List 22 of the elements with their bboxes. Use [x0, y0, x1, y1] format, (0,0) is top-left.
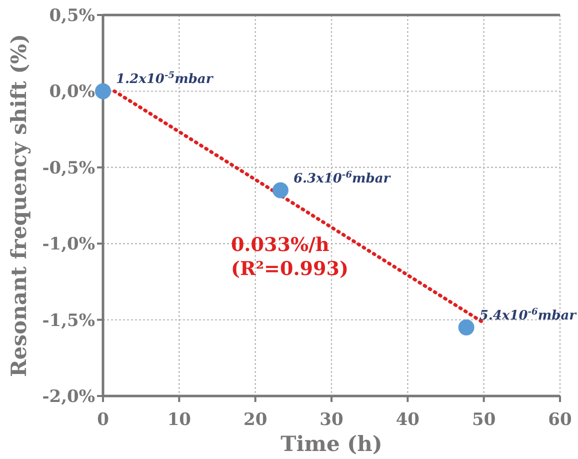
point	[272, 182, 288, 198]
point	[95, 83, 111, 100]
annotation: 6.3x10$^{-6}$mbar	[293, 168, 392, 186]
y-tick-label: -0,5%	[42, 158, 95, 178]
annotation: 1.2x10$^{-5}$mbar	[116, 70, 214, 88]
y-tick-label: -1,5%	[42, 310, 95, 331]
y-tick-label: 0,0%	[49, 82, 95, 102]
x-tick-label: 40	[396, 410, 420, 430]
y-tick-label: -1,0%	[42, 234, 95, 255]
x-tick-label: 60	[548, 410, 572, 430]
y-tick-label: -2,0%	[42, 386, 95, 407]
x-axis-title: Time (h)	[280, 431, 382, 456]
annotation: 0.033%/h (R²=0.993)	[230, 234, 348, 280]
x-tick-label: 0	[97, 410, 110, 430]
x-tick-label: 30	[320, 410, 344, 430]
x-tick-label: 20	[243, 410, 268, 430]
y-axis-title: Resonant frequency shift (%)	[6, 34, 31, 378]
x-tick-label: 10	[167, 410, 192, 430]
y-tick-label: 0,5%	[49, 6, 95, 26]
annotation: 5.4x10$^{-6}$mbar	[479, 306, 578, 324]
x-tick-label: 50	[472, 410, 496, 430]
point	[458, 319, 474, 336]
